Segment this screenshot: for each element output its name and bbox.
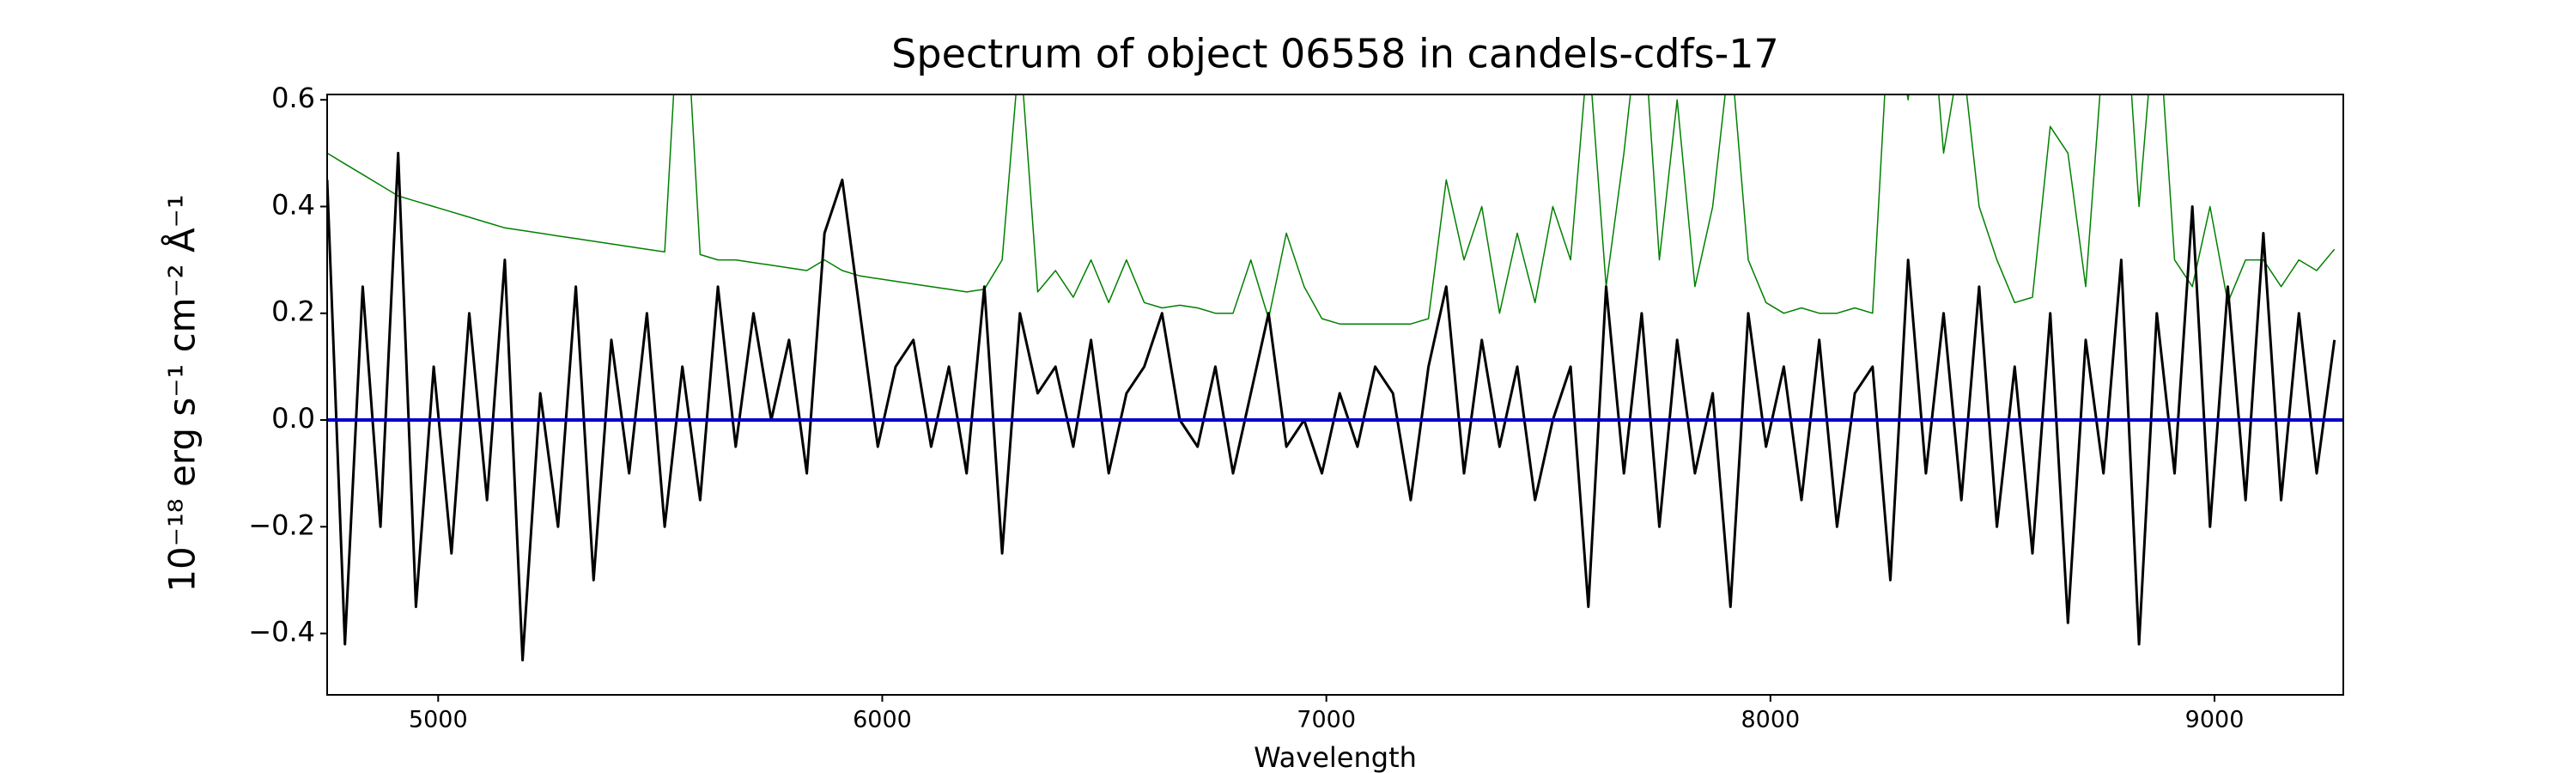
y-tick-label: 0.2 [271,295,315,328]
x-tick-label: 8000 [1741,707,1800,733]
x-axis-label: Wavelength [1254,741,1417,773]
y-tick-label: 0.6 [271,82,315,114]
x-tick-label: 6000 [853,707,912,733]
spectrum-line [327,151,2336,662]
chart-title: Spectrum of object 06558 in candels-cdfs… [891,31,1779,77]
plot-frame [326,94,2344,696]
spectrum-line [327,94,2336,325]
x-tick-label: 7000 [1297,707,1356,733]
y-tick-label: 0.0 [271,402,315,435]
y-tick-label: −0.2 [248,508,315,541]
y-tick-label: −0.4 [248,616,315,648]
x-tick-label: 9000 [2185,707,2245,733]
plot-area [327,94,2343,662]
y-tick-label: 0.4 [271,188,315,221]
x-tick-label: 5000 [409,707,468,733]
y-axis-label: 10⁻¹⁸ erg s⁻¹ cm⁻² Å⁻¹ [161,194,204,592]
